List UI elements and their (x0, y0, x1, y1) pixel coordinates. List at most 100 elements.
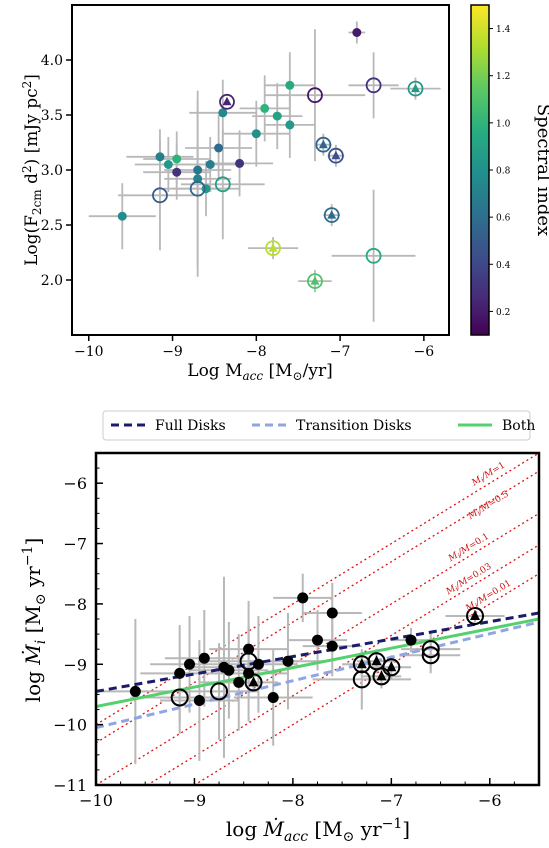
bottom-data-point (198, 652, 210, 664)
top-data-ring (219, 93, 235, 110)
colorbar-tick-label: 1.0 (496, 119, 511, 129)
bottom-data-point (405, 634, 417, 646)
bottom-data-ring (239, 652, 258, 671)
ratio-line (146, 544, 539, 785)
ratio-label: Mi/M=0.5 (466, 489, 512, 523)
bottom-data-point (174, 667, 186, 679)
bottom-data-ring (170, 688, 189, 707)
top-data-point (218, 108, 228, 118)
bottom-data-ring (372, 667, 391, 686)
legend: Full Disks Transition Disks Both (102, 410, 535, 441)
bottom-data-point (129, 685, 141, 697)
bottom-data-point (193, 694, 205, 706)
bottom-data-point (243, 667, 255, 679)
bottom-x-tick-label: −6 (478, 791, 502, 810)
top-data-point (251, 129, 261, 139)
top-data-triangle (318, 139, 328, 149)
colorbar-tick-label: 1.4 (496, 25, 511, 35)
top-data-point (172, 154, 182, 164)
top-data-point (205, 160, 215, 169)
top-data-ring (152, 187, 168, 204)
top-x-tick-label: −9 (162, 344, 183, 360)
colorbar-tick-label: 1.2 (496, 72, 510, 82)
top-chart: −10 −9 −8 −7 −6 2.0 2.5 3.0 3.5 4.0 Log Macc [M⊙… (20, 4, 549, 383)
bottom-points (129, 592, 485, 707)
top-data-ring (327, 147, 344, 164)
legend-items: Full Disks Transition Disks Both (111, 418, 535, 434)
top-x-tick-label: −10 (74, 344, 104, 360)
bottom-data-point (326, 607, 338, 619)
top-data-triangle (310, 276, 320, 285)
bottom-data-point (282, 655, 294, 667)
bottom-data-ring (352, 670, 371, 689)
bottom-data-point (297, 592, 309, 604)
top-x-tick-label: −8 (246, 344, 267, 360)
top-y-tick-label: 3.5 (41, 108, 63, 124)
bottom-y-tick-label: −7 (63, 535, 87, 554)
top-data-ring (214, 176, 231, 193)
fit-line (96, 611, 539, 693)
bottom-data-triangle (376, 670, 387, 681)
top-data-point (193, 165, 203, 175)
top-data-point (172, 167, 182, 177)
bottom-data-point (267, 691, 279, 703)
top-data-point (285, 80, 295, 90)
bottom-x-tick-label: −9 (183, 791, 207, 810)
top-data-point (214, 143, 224, 153)
top-y-axis-label: Log(F2cm d2) [mJy pc2] (20, 74, 44, 266)
top-y-ticks: 2.0 2.5 3.0 3.5 4.0 (41, 53, 72, 289)
top-data-ring (307, 87, 323, 104)
top-data-ring (365, 77, 382, 94)
bottom-y-tick-label: −8 (63, 595, 87, 614)
bottom-x-axis-label: log Ṁacc [M⊙ yr−1] (226, 816, 410, 845)
top-data-point (272, 111, 282, 121)
bottom-data-ring (210, 682, 229, 701)
bottom-x-ticks: −10 −9 −8 −7 −6 (79, 778, 540, 810)
bottom-data-point (243, 643, 255, 655)
bottom-data-point (252, 658, 264, 670)
top-data-triangle (327, 210, 337, 219)
top-data-point (260, 103, 270, 113)
top-data-ring (265, 240, 281, 257)
top-data-point (235, 158, 245, 168)
colorbar-tick-label: 0.4 (496, 261, 511, 271)
bottom-data-ring (421, 646, 440, 665)
top-data-ring (323, 207, 340, 224)
top-points (117, 28, 424, 290)
legend-box (102, 410, 531, 441)
top-x-axis-label: Log Macc [M⊙/yr] (187, 361, 332, 383)
bottom-x-tick-label: −7 (380, 791, 404, 810)
bottom-y-tick-label: −10 (53, 716, 87, 735)
top-x-ticks: −10 −9 −8 −7 −6 (74, 335, 434, 360)
bottom-x-tick-label: −8 (281, 791, 305, 810)
top-data-point (117, 211, 127, 221)
bottom-x-tick-label: −10 (79, 791, 113, 810)
bottom-data-ring (466, 606, 485, 625)
top-data-ring (407, 80, 424, 97)
bottom-y-ticks: −11 −10 −9 −8 −7 −6 (53, 452, 103, 795)
legend-label: Full Disks (155, 418, 226, 434)
ratio-line (96, 453, 539, 726)
top-plot-frame (71, 4, 450, 336)
bottom-data-ring (244, 673, 263, 692)
bottom-data-point (184, 658, 196, 670)
colorbar-tick-label: 0.2 (496, 308, 510, 318)
bottom-data-triangle (470, 609, 481, 620)
top-y-tick-label: 3.0 (41, 163, 63, 179)
bottom-data-triangle (356, 658, 367, 669)
fit-line (96, 620, 539, 730)
top-x-tick-label: −6 (414, 344, 435, 360)
top-y-tick-label: 2.5 (41, 218, 63, 234)
bottom-chart: Mi/M=1Mi/M=0.5Mi/M=0.1Mi/M=0.03Mi/M=0.01… (20, 451, 541, 845)
ratio-label: Mi/M=0.1 (446, 532, 491, 566)
colorbar-tick-label: 0.8 (496, 167, 511, 177)
top-data-point (193, 174, 203, 184)
ratio-line (96, 512, 539, 785)
top-data-point (155, 152, 165, 162)
top-data-triangle (331, 150, 341, 160)
bottom-data-point (326, 640, 338, 652)
bottom-data-point (223, 664, 235, 676)
colorbar-tick-label: 0.6 (496, 214, 511, 224)
